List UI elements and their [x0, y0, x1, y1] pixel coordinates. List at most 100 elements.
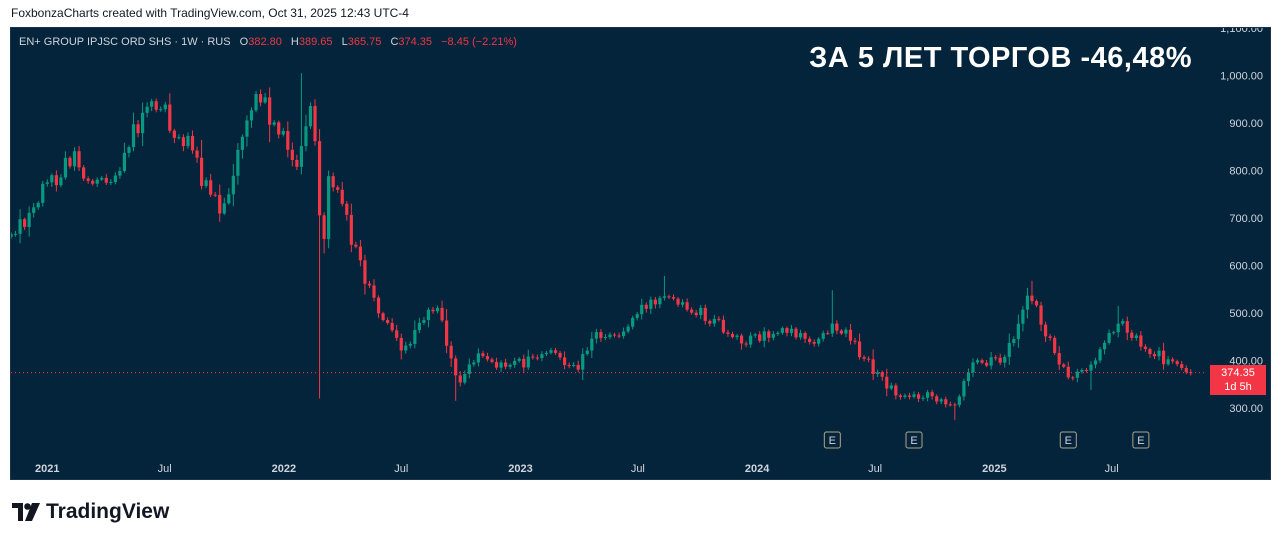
candle-body — [50, 175, 54, 183]
candle-body — [499, 362, 503, 368]
candle-body — [1152, 354, 1157, 357]
candle-body — [771, 333, 775, 338]
candle-body — [41, 183, 45, 203]
y-tick-label: 1,100.00 — [1220, 28, 1263, 35]
x-tick-label: 2023 — [508, 463, 532, 475]
candle-body — [1021, 309, 1025, 324]
candle-body — [113, 175, 117, 183]
candle-body — [322, 215, 326, 240]
candle-body — [612, 334, 617, 336]
y-tick-label: 600.00 — [1229, 261, 1263, 273]
candle-body — [535, 357, 539, 359]
legend-open-value: 382.80 — [248, 36, 282, 48]
candle-body — [254, 94, 258, 111]
candle-body — [258, 94, 263, 103]
candle-body — [281, 130, 285, 135]
candle-body — [227, 194, 231, 204]
candle-body — [739, 335, 744, 344]
candle-body — [667, 296, 671, 298]
candle-body — [1184, 368, 1188, 373]
y-tick-label: 400.00 — [1229, 356, 1263, 368]
candle-body — [1071, 377, 1075, 379]
candle-body — [317, 141, 322, 216]
candle-body — [699, 307, 703, 315]
earnings-marker-label: E — [829, 435, 836, 447]
last-price-tag: 374.35 1d 5h — [1210, 365, 1266, 395]
candle-body — [45, 182, 49, 184]
candle-body — [1130, 332, 1134, 338]
candle-body — [889, 385, 893, 389]
candle-body — [658, 297, 662, 305]
candle-body — [926, 392, 930, 398]
y-tick-label: 700.00 — [1229, 213, 1263, 225]
candle-body — [1012, 339, 1016, 344]
candle-body — [939, 399, 943, 402]
earnings-marker — [1059, 431, 1077, 449]
candle-body — [118, 170, 122, 176]
x-tick-label: Jul — [1105, 463, 1119, 475]
candle-body — [703, 307, 707, 321]
candle-body — [467, 364, 471, 374]
candle-body — [844, 329, 848, 334]
candle-body — [127, 147, 131, 153]
candle-body — [599, 332, 603, 338]
candle-body — [1016, 323, 1020, 340]
candle-body — [435, 307, 440, 312]
candle-body — [576, 364, 580, 370]
earnings-marker-label: E — [1137, 435, 1144, 447]
candle-body — [721, 319, 726, 333]
brand[interactable]: TradingView — [12, 500, 169, 524]
candle-body — [122, 152, 127, 171]
candle-body — [789, 328, 794, 333]
price-chart[interactable]: 300.00 400.00 500.00 600.00 700.00 800.00 900.… — [11, 28, 1271, 480]
candle-body — [195, 150, 199, 158]
candle-body — [671, 297, 676, 299]
candle-body — [935, 396, 939, 402]
candle-body — [998, 357, 1002, 363]
candle-body — [621, 331, 626, 337]
chart-panel[interactable]: 300.00 400.00 500.00 600.00 700.00 800.00 900.… — [10, 27, 1271, 480]
candle-body — [798, 333, 803, 338]
candle-body — [23, 219, 27, 227]
candle-body — [944, 399, 948, 405]
candle-body — [181, 137, 186, 147]
y-tick-label: 500.00 — [1229, 308, 1263, 320]
candle-body — [1107, 332, 1111, 343]
candle-body — [72, 151, 77, 167]
candle-body — [145, 106, 149, 113]
candle-body — [417, 322, 421, 331]
chart-headline: ЗА 5 ЛЕТ ТОРГОВ -46,48% — [809, 42, 1192, 74]
x-tick-label: Jul — [868, 463, 882, 475]
candle-body — [531, 356, 535, 358]
candle-body — [857, 341, 862, 358]
candle-body — [454, 358, 458, 376]
candle-body — [1084, 369, 1089, 371]
candle-body — [608, 334, 612, 338]
candle-body — [749, 335, 753, 345]
candle-body — [1062, 364, 1066, 367]
candle-body — [131, 124, 136, 148]
legend-low-value: 365.75 — [347, 36, 382, 48]
candle-body — [676, 298, 680, 305]
candle-body — [1007, 343, 1011, 357]
candle-body — [440, 307, 444, 321]
candle-body — [907, 395, 912, 397]
candle-body — [313, 106, 317, 142]
candle-body — [776, 332, 780, 334]
candle-body — [376, 297, 381, 314]
candle-body — [59, 177, 63, 186]
candle-body — [540, 354, 544, 359]
candle-body — [1175, 361, 1179, 365]
candle-body — [753, 334, 757, 336]
candle-body — [1143, 346, 1148, 349]
candle-body — [354, 244, 358, 247]
candle-body — [957, 396, 961, 405]
candle-body — [1025, 295, 1030, 310]
candle-body — [386, 320, 390, 323]
candle-body — [916, 394, 921, 399]
candle-body — [572, 364, 576, 366]
candle-body — [463, 373, 467, 383]
candle-body — [567, 365, 571, 367]
candle-body — [504, 362, 508, 367]
candle-body — [395, 330, 399, 338]
